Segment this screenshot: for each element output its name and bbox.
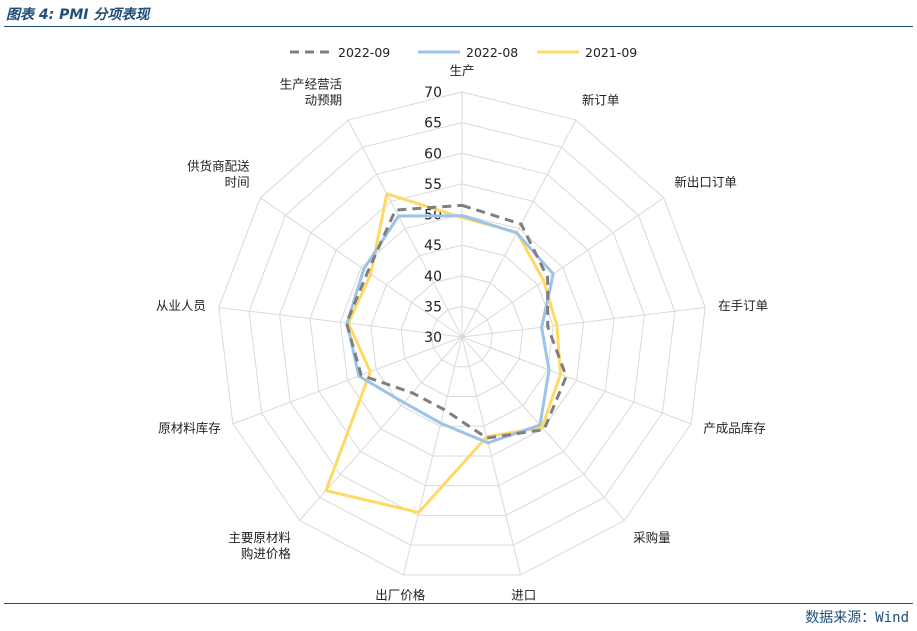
grid-spoke [461, 336, 692, 425]
bottom-rule [4, 603, 913, 604]
grid-spoke [461, 197, 664, 338]
grid-ring-45 [370, 244, 554, 427]
source-note: 数据来源：Wind [805, 610, 909, 626]
category-label: 新出口订单 [674, 174, 737, 189]
grid-ring-50 [339, 213, 585, 457]
category-label: 生产经营活动预期 [280, 77, 343, 108]
series-2021-09 [324, 192, 563, 514]
grid-ring-35 [431, 305, 493, 368]
tick-label: 35 [424, 299, 442, 315]
legend-label: 2022-09 [338, 45, 390, 60]
category-label: 采购量 [633, 530, 671, 545]
category-label: 生产 [449, 63, 474, 78]
legend: 2022-09 2022-08 2021-09 [290, 45, 637, 60]
top-rule [4, 26, 913, 27]
tick-label: 40 [424, 269, 442, 285]
grid-ring-70 [218, 91, 706, 576]
figure-title: 图表 4: PMI 分项表现 [6, 7, 150, 23]
grid-spoke [218, 306, 463, 338]
grid-spoke [461, 336, 625, 521]
category-label: 主要原材料购进价格 [228, 530, 291, 561]
grid-spoke [232, 336, 463, 425]
legend-label: 2021-09 [585, 45, 637, 60]
grid-spoke [461, 336, 522, 576]
tick-label: 70 [424, 85, 442, 101]
grid-ring-55 [309, 183, 615, 487]
grid-ring-65 [248, 122, 676, 546]
category-label: 在手订单 [718, 298, 768, 313]
category-label: 新订单 [582, 93, 620, 108]
category-label: 进口 [511, 588, 536, 603]
category-label: 供货商配送时间 [187, 158, 250, 189]
legend-label: 2022-08 [466, 45, 518, 60]
tick-label: 30 [424, 330, 442, 346]
tick-label: 60 [424, 146, 442, 162]
grid-spoke [402, 336, 463, 576]
grid-spoke [260, 197, 463, 338]
category-label: 产成品库存 [703, 420, 766, 435]
category-label: 出厂价格 [375, 588, 426, 603]
series-2022-09 [344, 203, 568, 440]
series-2022-08 [345, 214, 555, 445]
grid-spoke [461, 306, 706, 338]
grid-spoke [347, 119, 463, 338]
series-lines [324, 192, 568, 514]
grid-ring-60 [279, 152, 645, 516]
tick-label: 55 [424, 177, 442, 193]
grid-spoke [461, 119, 577, 338]
radar-grid [218, 91, 706, 576]
grid-ring-40 [400, 275, 524, 397]
tick-label: 65 [424, 116, 442, 132]
category-label: 原材料库存 [158, 420, 221, 435]
category-label: 从业人员 [156, 298, 206, 313]
tick-label: 45 [424, 238, 442, 254]
